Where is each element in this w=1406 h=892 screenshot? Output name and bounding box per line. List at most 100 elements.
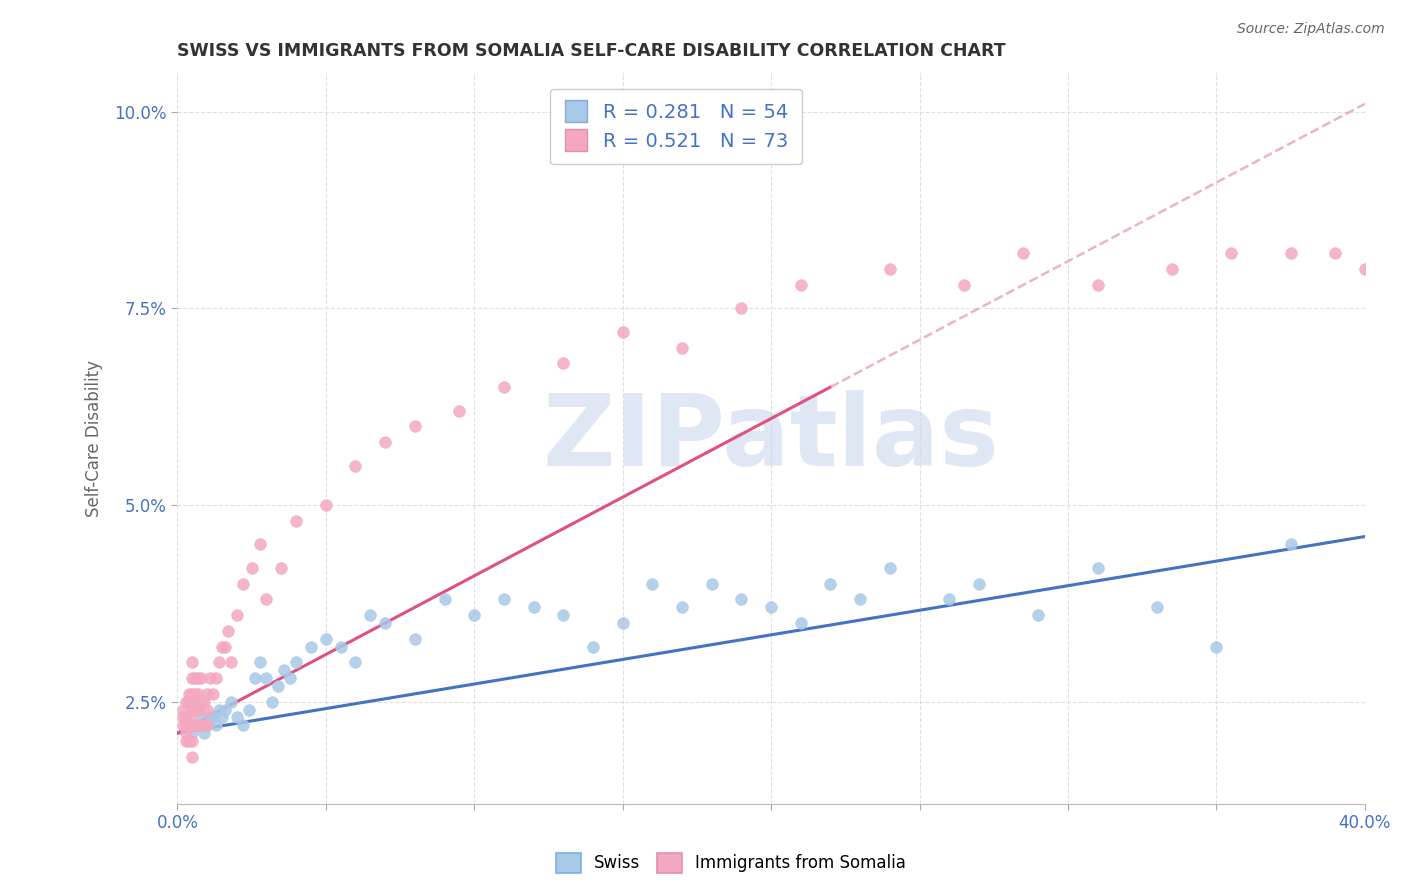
Point xyxy=(198,671,221,685)
Point xyxy=(181,726,204,740)
Point xyxy=(195,703,218,717)
Point xyxy=(612,615,634,630)
Point xyxy=(174,718,197,732)
Point xyxy=(938,592,960,607)
Text: Source: ZipAtlas.com: Source: ZipAtlas.com xyxy=(1237,22,1385,37)
Point xyxy=(219,656,242,670)
Point xyxy=(879,262,901,277)
Point xyxy=(278,671,301,685)
Point xyxy=(243,671,266,685)
Point xyxy=(205,718,228,732)
Point xyxy=(190,718,212,732)
Point xyxy=(315,498,337,512)
Point xyxy=(671,600,693,615)
Point xyxy=(1146,600,1168,615)
Point xyxy=(449,403,471,417)
Point xyxy=(967,576,990,591)
Point xyxy=(262,695,284,709)
Point xyxy=(193,718,215,732)
Point xyxy=(184,687,207,701)
Point xyxy=(270,561,292,575)
Point xyxy=(238,703,260,717)
Point xyxy=(190,671,212,685)
Point xyxy=(1354,262,1376,277)
Point xyxy=(1160,262,1182,277)
Point xyxy=(522,600,544,615)
Point xyxy=(187,687,209,701)
Point xyxy=(315,632,337,646)
Point xyxy=(344,458,367,473)
Point xyxy=(214,703,236,717)
Point xyxy=(1279,246,1302,260)
Point xyxy=(641,576,664,591)
Point xyxy=(174,726,197,740)
Point xyxy=(404,632,426,646)
Point xyxy=(374,615,396,630)
Point xyxy=(285,514,308,528)
Point xyxy=(374,435,396,450)
Point xyxy=(184,703,207,717)
Point xyxy=(225,710,247,724)
Point xyxy=(671,341,693,355)
Point xyxy=(181,687,204,701)
Point xyxy=(879,561,901,575)
Point xyxy=(181,656,204,670)
Point xyxy=(759,600,782,615)
Point xyxy=(187,671,209,685)
Point xyxy=(181,734,204,748)
Point xyxy=(249,537,271,551)
Point xyxy=(214,640,236,654)
Point xyxy=(217,624,239,638)
Point xyxy=(179,687,201,701)
Point xyxy=(254,592,277,607)
Point xyxy=(1279,537,1302,551)
Point xyxy=(329,640,352,654)
Point xyxy=(187,718,209,732)
Point xyxy=(404,419,426,434)
Point xyxy=(190,695,212,709)
Point xyxy=(267,679,290,693)
Point xyxy=(232,576,254,591)
Point xyxy=(174,710,197,724)
Point xyxy=(1087,277,1109,292)
Point xyxy=(820,576,842,591)
Point xyxy=(463,608,485,623)
Point xyxy=(208,703,231,717)
Point xyxy=(232,718,254,732)
Point xyxy=(179,710,201,724)
Legend: Swiss, Immigrants from Somalia: Swiss, Immigrants from Somalia xyxy=(550,847,912,880)
Point xyxy=(359,608,381,623)
Point xyxy=(181,703,204,717)
Point xyxy=(433,592,456,607)
Point xyxy=(208,656,231,670)
Point xyxy=(790,615,813,630)
Point xyxy=(181,671,204,685)
Point xyxy=(211,640,233,654)
Point xyxy=(273,663,295,677)
Text: ZIPatlas: ZIPatlas xyxy=(543,390,1000,487)
Point xyxy=(285,656,308,670)
Point xyxy=(249,656,271,670)
Point xyxy=(181,695,204,709)
Point xyxy=(790,277,813,292)
Point xyxy=(193,695,215,709)
Point xyxy=(198,710,221,724)
Point xyxy=(492,380,515,394)
Point xyxy=(700,576,723,591)
Text: SWISS VS IMMIGRANTS FROM SOMALIA SELF-CARE DISABILITY CORRELATION CHART: SWISS VS IMMIGRANTS FROM SOMALIA SELF-CA… xyxy=(177,42,1005,60)
Point xyxy=(1012,246,1035,260)
Point xyxy=(730,592,752,607)
Point xyxy=(211,710,233,724)
Point xyxy=(181,749,204,764)
Point xyxy=(187,718,209,732)
Point xyxy=(174,734,197,748)
Point xyxy=(181,718,204,732)
Point xyxy=(184,718,207,732)
Point xyxy=(254,671,277,685)
Point xyxy=(225,608,247,623)
Point xyxy=(1205,640,1227,654)
Point xyxy=(1368,277,1391,292)
Point xyxy=(195,718,218,732)
Point xyxy=(344,656,367,670)
Point xyxy=(179,734,201,748)
